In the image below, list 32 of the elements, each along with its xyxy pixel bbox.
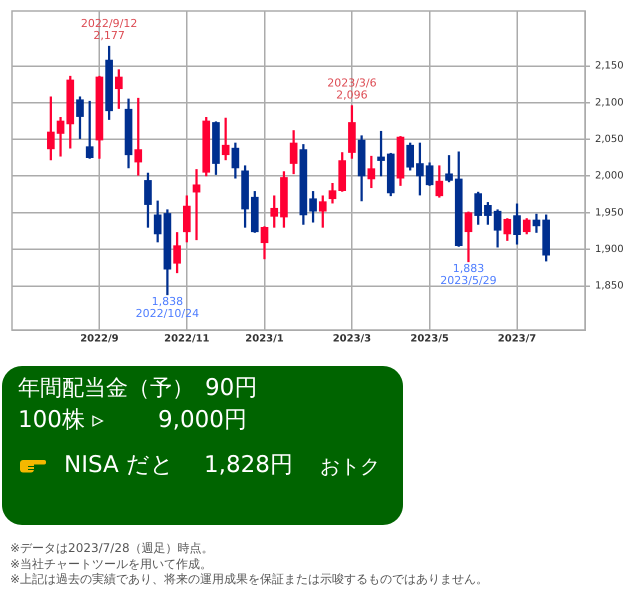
annotation: 1,883 (452, 262, 484, 275)
x-tick-label: 2022/11 (164, 334, 210, 345)
y-tick-label: 2,100 (595, 97, 624, 108)
text: 90円 (205, 375, 258, 403)
candlestick (134, 98, 142, 176)
x-tick-label: 2023/1 (245, 334, 284, 345)
y-tick-label: 1,950 (595, 207, 624, 218)
annotation: 2,096 (336, 88, 368, 102)
x-tick-label: 2023/5 (410, 334, 449, 345)
y-tick-label: 2,050 (595, 134, 624, 145)
y-tick-label: 2,000 (595, 170, 624, 182)
y-tick-label: 1,850 (595, 280, 624, 292)
annotation: 2023/5/29 (440, 274, 497, 287)
y-tick-label: 1,900 (595, 244, 624, 255)
x-tick-label: 2022/9 (80, 334, 119, 345)
text: おトク (320, 454, 380, 478)
text: 9,000円 (158, 407, 247, 435)
text: ※上記は過去の実績であり、将来の運用成果を保証または示唆するものではありません。 (10, 572, 488, 588)
annotation: 1,838 (152, 294, 184, 308)
annotation: 2,177 (93, 29, 125, 42)
annotation: 2023/3/6 (327, 76, 377, 90)
text: ※データは2023/7/28（週足）時点。 (10, 541, 215, 556)
text: NISA だと (64, 452, 174, 480)
annotation: 2022/10/24 (136, 306, 200, 320)
text: ※当社チャートツールを用いて作成。 (10, 556, 214, 572)
annotation: 2022/9/12 (80, 17, 138, 30)
text: 1,828円 (204, 452, 293, 480)
y-tick-label: 2,150 (595, 60, 624, 72)
x-tick-label: 2023/7 (498, 334, 536, 345)
text: 100株 ▹ (18, 407, 104, 435)
text: 年間配当金（予） (18, 376, 194, 402)
x-tick-label: 2023/3 (332, 334, 372, 345)
